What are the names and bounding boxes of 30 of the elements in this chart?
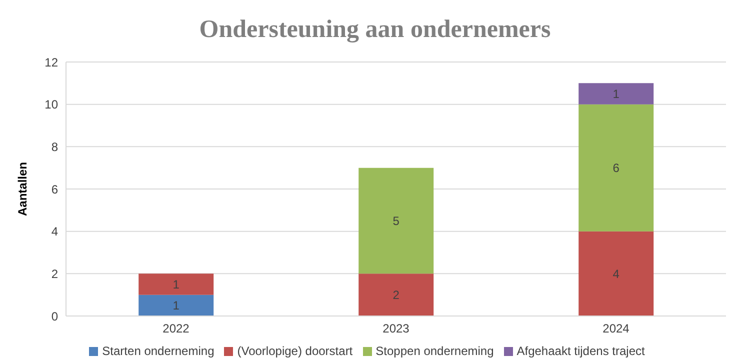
x-tick-label: 2024	[602, 322, 630, 336]
x-tick-label: 2022	[162, 322, 190, 336]
y-tick-label: 8	[51, 140, 58, 154]
bar	[138, 294, 214, 316]
y-tick-label: 4	[51, 224, 58, 239]
y-tick-label: 10	[44, 98, 58, 112]
bar	[358, 168, 434, 274]
y-tick-label: 0	[51, 309, 58, 324]
bar	[138, 274, 214, 295]
legend-label: Starten onderneming	[102, 344, 214, 358]
data-label: 5	[392, 214, 400, 228]
data-label: 6	[612, 161, 620, 176]
legend-label: Afgehaakt tijdens traject	[516, 344, 645, 358]
x-tick-label: 2023	[382, 322, 410, 336]
data-label: 4	[612, 266, 620, 281]
chart-title: Ondersteuning aan ondernemers	[199, 16, 551, 43]
data-label: 1	[172, 298, 180, 313]
y-tick-label: 6	[51, 182, 58, 196]
data-label: 2	[392, 288, 400, 302]
bar	[358, 274, 434, 316]
y-tick-label: 12	[44, 55, 58, 70]
y-tick-label: 2	[51, 266, 58, 281]
legend-label: (Voorlopige) doorstart	[237, 344, 353, 358]
data-label: 1	[172, 278, 180, 292]
data-label: 1	[612, 87, 620, 102]
y-axis-title: Aantallen	[15, 162, 30, 216]
legend-label: Stoppen onderneming	[376, 344, 494, 358]
bar	[578, 104, 654, 232]
bar	[578, 231, 654, 316]
bar	[578, 83, 654, 104]
